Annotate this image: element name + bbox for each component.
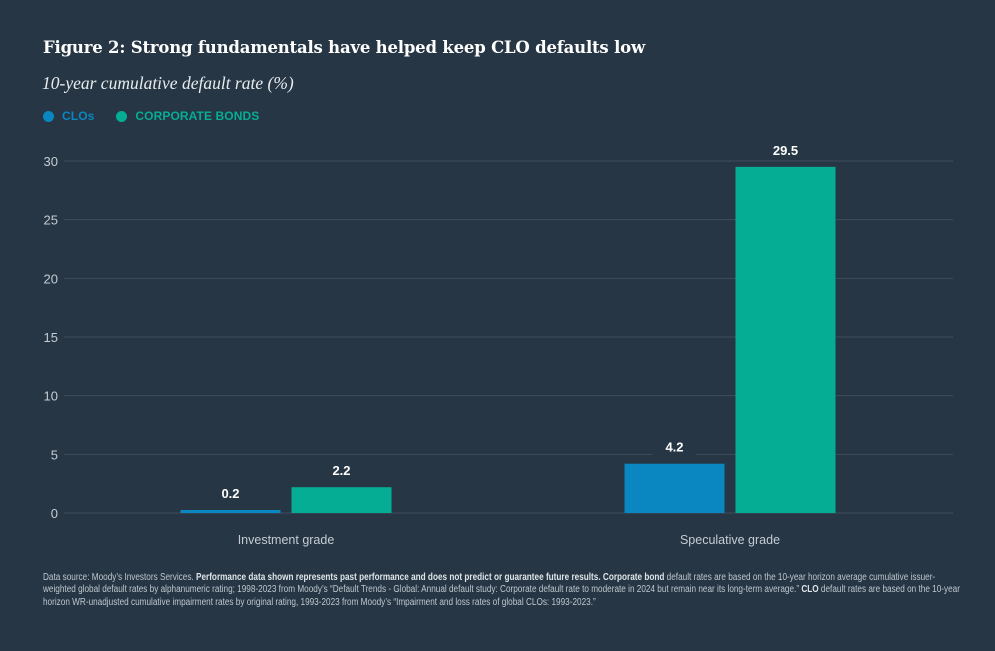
y-tick-label: 5 xyxy=(51,447,58,462)
chart-subtitle: 10-year cumulative default rate (%) xyxy=(42,73,294,93)
data-label-background xyxy=(763,141,808,160)
footnote-segment: default rates are based on the 10-year h… xyxy=(43,572,936,596)
y-tick-label: 0 xyxy=(51,506,58,521)
bar-corporate-bonds-speculative-grade xyxy=(735,166,836,513)
x-tick-label: Speculative grade xyxy=(680,533,780,547)
footnote-segment: Data source: Moody’s Investors Services. xyxy=(43,572,196,583)
data-label: 29.5 xyxy=(773,143,798,158)
data-label-background xyxy=(208,485,253,503)
data-label: 4.2 xyxy=(665,440,683,455)
legend-dot-corporate-bonds-icon xyxy=(116,110,128,122)
bar-corporate-bonds-investment-grade xyxy=(291,487,392,513)
y-tick-label: 25 xyxy=(44,213,58,228)
legend: CLOs CORPORATE BONDS xyxy=(43,109,281,123)
footnote: Data source: Moody’s Investors Services.… xyxy=(43,572,961,609)
chart-title: Figure 2: Strong fundamentals have helpe… xyxy=(43,38,645,57)
footnote-segment: Corporate bond xyxy=(602,572,665,583)
legend-dot-clos-icon xyxy=(43,110,54,122)
bars: 0.2 2.2 4.2 29.5 xyxy=(180,141,836,513)
data-label-background xyxy=(652,438,697,457)
data-label: 2.2 xyxy=(332,463,350,478)
legend-item-clos[interactable]: CLOs xyxy=(43,109,94,123)
data-label-background xyxy=(319,462,364,481)
y-tick-label: 30 xyxy=(44,154,58,169)
x-axis-ticks: Investment grade Speculative grade xyxy=(238,533,780,547)
data-label: 0.2 xyxy=(221,486,239,501)
legend-item-corporate-bonds[interactable]: CORPORATE BONDS xyxy=(116,109,259,123)
footnote-segment: Performance data shown represents past p… xyxy=(195,572,601,583)
bar-clos-investment-grade xyxy=(180,510,281,513)
y-tick-label: 10 xyxy=(44,389,58,404)
footnote-segment: default rates are based on the 10-year h… xyxy=(43,584,960,608)
bar-clos-speculative-grade xyxy=(624,463,725,513)
y-tick-label: 15 xyxy=(44,330,58,345)
legend-label-corporate-bonds: CORPORATE BONDS xyxy=(135,109,260,123)
footnote-segment: CLO xyxy=(801,584,819,596)
y-tick-label: 20 xyxy=(44,271,58,286)
y-axis-ticks: 0 5 10 15 20 25 30 xyxy=(44,154,58,521)
legend-label-clos: CLOs xyxy=(62,109,95,123)
x-tick-label: Investment grade xyxy=(238,533,335,547)
